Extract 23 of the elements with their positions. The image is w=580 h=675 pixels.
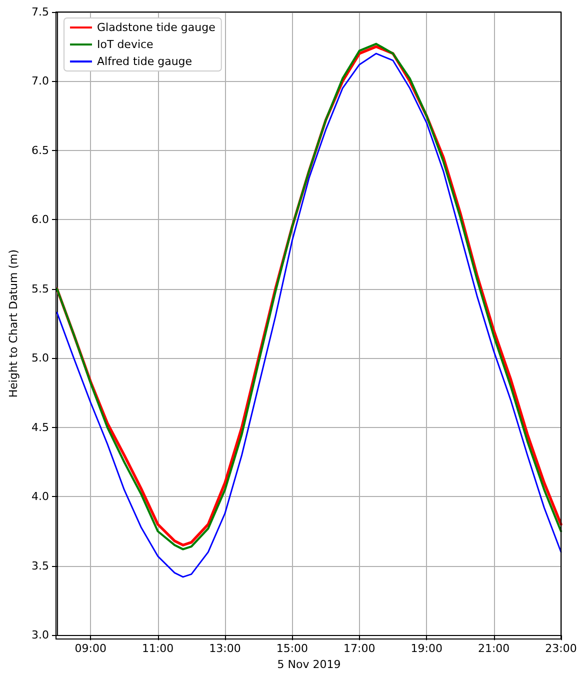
x-tick-label: 23:00 xyxy=(545,642,577,656)
y-tick-label: 3.5 xyxy=(32,559,49,572)
y-tick-label: 4.0 xyxy=(32,490,49,504)
y-tick-label: 6.0 xyxy=(32,213,49,226)
x-tick-label: 11:00 xyxy=(142,642,174,656)
y-tick-label: 5.5 xyxy=(32,282,49,296)
y-axis-title: Height to Chart Datum (m) xyxy=(7,249,20,398)
legend-label: IoT device xyxy=(97,38,154,51)
y-tick-label: 7.0 xyxy=(32,74,49,88)
x-tick-label: 17:00 xyxy=(344,642,376,656)
legend-label: Gladstone tide gauge xyxy=(97,21,216,34)
y-tick-label: 4.5 xyxy=(32,420,49,434)
x-tick-label: 21:00 xyxy=(478,642,510,656)
y-tick-label: 7.5 xyxy=(32,6,49,18)
x-tick-label: 19:00 xyxy=(410,642,442,656)
x-tick-label: 09:00 xyxy=(74,642,106,656)
y-tick-label: 6.5 xyxy=(32,144,49,157)
y-tick-label: 5.0 xyxy=(32,352,49,365)
legend-label: Alfred tide gauge xyxy=(97,55,192,68)
y-tick-label: 3.0 xyxy=(32,628,49,642)
x-tick-label: 13:00 xyxy=(209,642,241,656)
x-axis-title: 5 Nov 2019 xyxy=(277,658,341,671)
x-tick-label: 15:00 xyxy=(276,642,308,656)
